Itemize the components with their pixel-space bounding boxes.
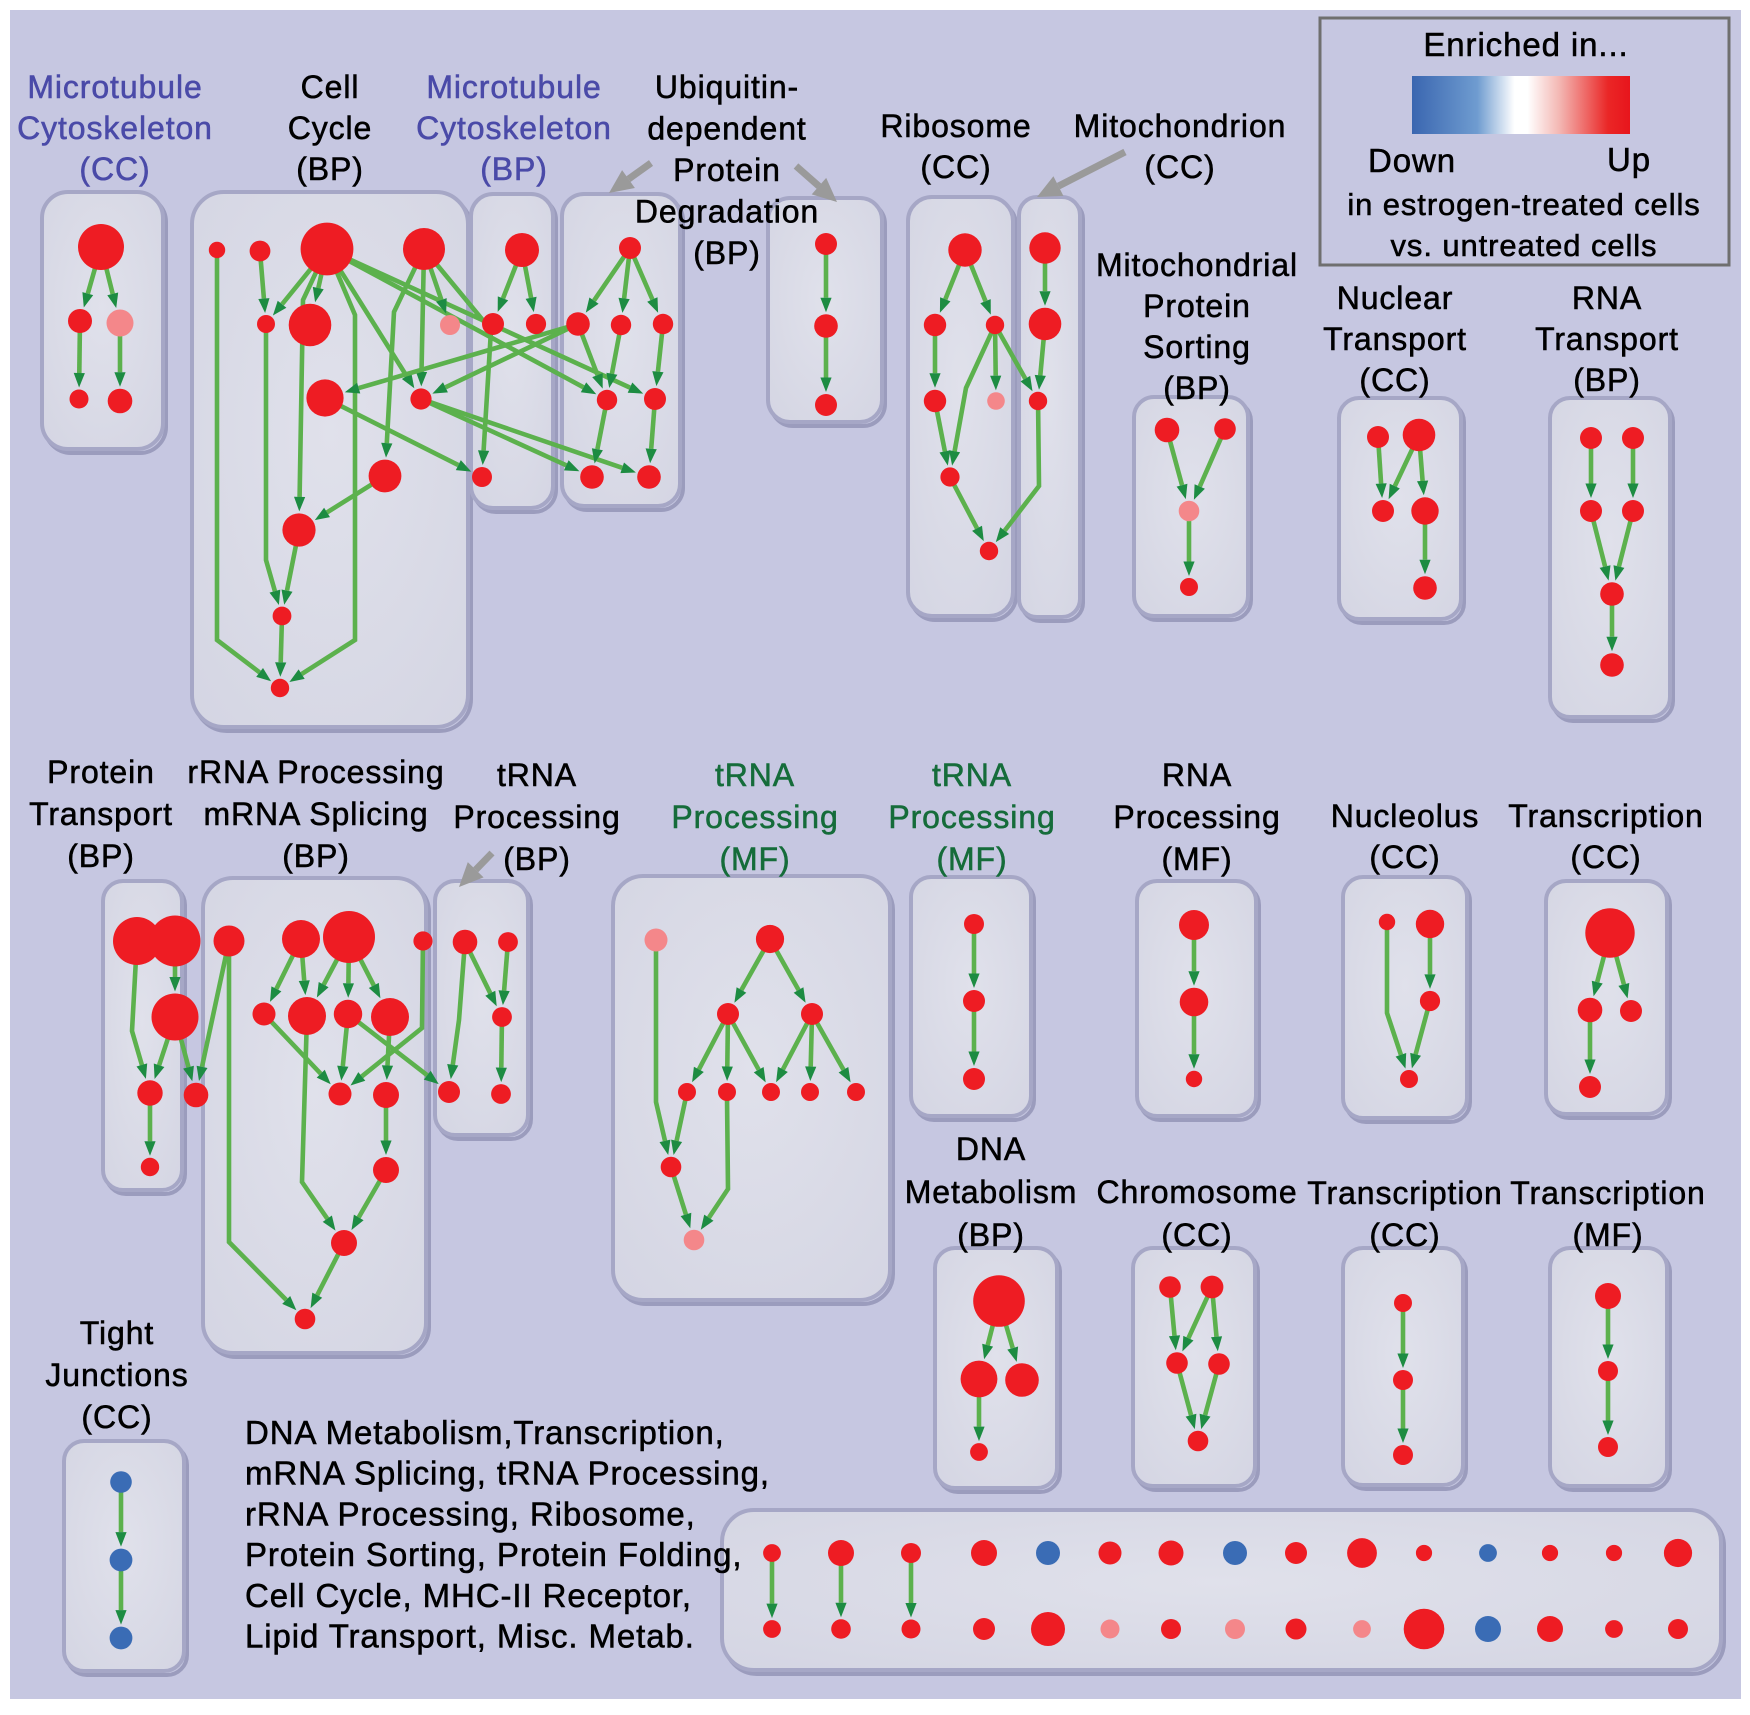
svg-text:Cell: Cell	[301, 69, 360, 105]
svg-text:Nucleolus: Nucleolus	[1331, 798, 1480, 834]
svg-text:Cytoskeleton: Cytoskeleton	[17, 110, 213, 146]
svg-text:(BP): (BP)	[1163, 370, 1231, 406]
svg-text:Ubiquitin-: Ubiquitin-	[655, 69, 799, 105]
svg-text:Enriched in...: Enriched in...	[1423, 26, 1628, 63]
svg-text:Transcription: Transcription	[1508, 798, 1703, 834]
svg-text:Chromosome: Chromosome	[1096, 1174, 1297, 1210]
svg-text:DNA Metabolism,Transcription,: DNA Metabolism,Transcription,	[245, 1414, 725, 1451]
svg-text:(BP): (BP)	[67, 838, 135, 874]
svg-text:Up: Up	[1607, 141, 1651, 178]
svg-text:Ribosome: Ribosome	[880, 108, 1031, 144]
svg-text:(CC): (CC)	[81, 1399, 152, 1435]
svg-text:Transport: Transport	[1323, 321, 1467, 357]
svg-text:(BP): (BP)	[503, 841, 571, 877]
svg-text:(MF): (MF)	[936, 841, 1007, 877]
svg-text:Down: Down	[1368, 142, 1456, 179]
svg-text:(CC): (CC)	[1359, 362, 1430, 398]
svg-text:Lipid Transport, Misc. Metab.: Lipid Transport, Misc. Metab.	[245, 1618, 695, 1655]
svg-text:Transcription: Transcription	[1510, 1175, 1705, 1211]
svg-text:vs. untreated cells: vs. untreated cells	[1391, 228, 1658, 263]
svg-text:Transport: Transport	[29, 796, 173, 832]
svg-text:(CC): (CC)	[1161, 1217, 1232, 1253]
svg-text:(BP): (BP)	[693, 235, 761, 271]
svg-text:Transcription: Transcription	[1307, 1175, 1502, 1211]
svg-text:mRNA Splicing: mRNA Splicing	[203, 796, 428, 832]
svg-text:(CC): (CC)	[1144, 149, 1215, 185]
svg-text:dependent: dependent	[647, 111, 806, 147]
svg-text:Protein Sorting, Protein Foldi: Protein Sorting, Protein Folding,	[245, 1536, 742, 1573]
svg-text:rRNA Processing, Ribosome,: rRNA Processing, Ribosome,	[245, 1495, 696, 1532]
svg-text:(CC): (CC)	[1570, 839, 1641, 875]
svg-text:(CC): (CC)	[79, 151, 150, 187]
svg-text:Protein: Protein	[47, 754, 155, 790]
svg-text:RNA: RNA	[1572, 280, 1642, 316]
svg-text:tRNA: tRNA	[715, 757, 795, 793]
svg-text:(BP): (BP)	[296, 151, 364, 187]
svg-text:Cycle: Cycle	[288, 110, 373, 146]
svg-text:Mitochondrion: Mitochondrion	[1074, 108, 1287, 144]
svg-text:Processing: Processing	[671, 799, 838, 835]
svg-text:(CC): (CC)	[920, 149, 991, 185]
svg-text:RNA: RNA	[1162, 757, 1232, 793]
svg-text:Degradation: Degradation	[635, 194, 819, 230]
svg-text:Nuclear: Nuclear	[1337, 280, 1454, 316]
svg-text:Cytoskeleton: Cytoskeleton	[416, 110, 612, 146]
svg-text:(CC): (CC)	[1369, 1217, 1440, 1253]
svg-text:Processing: Processing	[453, 799, 620, 835]
svg-text:Microtubule: Microtubule	[27, 69, 202, 105]
svg-text:(BP): (BP)	[480, 151, 548, 187]
svg-text:(MF): (MF)	[1572, 1217, 1643, 1253]
svg-text:(CC): (CC)	[1369, 839, 1440, 875]
svg-text:(BP): (BP)	[957, 1217, 1025, 1253]
svg-text:(MF): (MF)	[1161, 841, 1232, 877]
svg-text:DNA: DNA	[956, 1131, 1026, 1167]
svg-text:Mitochondrial: Mitochondrial	[1096, 247, 1298, 283]
svg-text:Transport: Transport	[1535, 321, 1679, 357]
svg-text:Protein: Protein	[673, 152, 781, 188]
svg-text:in estrogen-treated cells: in estrogen-treated cells	[1347, 187, 1700, 222]
svg-text:(BP): (BP)	[282, 838, 350, 874]
svg-text:(MF): (MF)	[719, 841, 790, 877]
svg-text:Metabolism: Metabolism	[905, 1174, 1078, 1210]
svg-text:Processing: Processing	[888, 799, 1055, 835]
svg-text:(BP): (BP)	[1573, 362, 1641, 398]
svg-text:tRNA: tRNA	[497, 757, 577, 793]
svg-text:Tight: Tight	[80, 1315, 154, 1351]
svg-text:mRNA Splicing, tRNA Processing: mRNA Splicing, tRNA Processing,	[245, 1455, 770, 1492]
svg-text:Protein: Protein	[1143, 288, 1251, 324]
svg-text:Microtubule: Microtubule	[426, 69, 601, 105]
svg-text:tRNA: tRNA	[932, 757, 1012, 793]
svg-text:Cell Cycle, MHC-II Receptor,: Cell Cycle, MHC-II Receptor,	[245, 1577, 692, 1614]
svg-text:Sorting: Sorting	[1143, 329, 1251, 365]
svg-text:Processing: Processing	[1113, 799, 1280, 835]
svg-text:rRNA Processing: rRNA Processing	[187, 754, 444, 790]
svg-text:Junctions: Junctions	[45, 1357, 188, 1393]
